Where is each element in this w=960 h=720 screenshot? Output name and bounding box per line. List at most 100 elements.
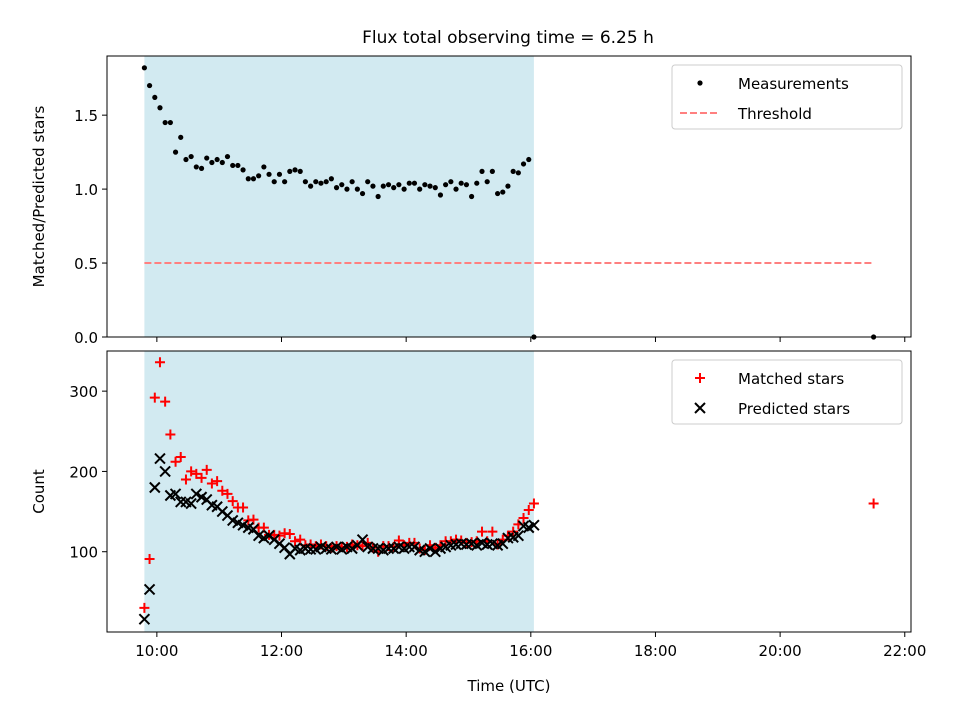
measurement-point [245,176,251,182]
legend-box [671,359,903,425]
x-tick-label: 20:00 [758,642,801,660]
measurement-point [178,134,184,140]
legend-marker-predicted [694,402,706,414]
x-axis-label: Time (UTC) [467,677,551,695]
measurement-point [339,182,345,188]
measurement-point [308,183,314,189]
top-panel: 0.0 0.5 1.0 1.5 Matched/Predicted stars Measu… [30,55,912,347]
x-tick-label: 18:00 [634,642,677,660]
x-tick-label: 14:00 [385,642,428,660]
matched-point [196,472,207,483]
measurement-point [520,161,527,167]
measurement-point [354,186,360,192]
measurement-point [240,167,246,173]
observing-span-shade [144,56,534,337]
measurement-point [437,192,444,198]
measurement-point [204,155,210,161]
measurement-point [271,179,277,185]
measurement-point [188,153,194,160]
predicted-point [382,542,395,555]
series-measurements [141,65,877,340]
measurement-point [500,189,506,195]
y-tick-label: 1.5 [74,107,98,125]
predicted-point [185,497,197,510]
measurement-point [443,182,449,188]
measurement-point [146,82,153,89]
matched-point [201,464,212,475]
measurement-point [183,156,189,163]
matched-point [238,502,249,513]
matched-point [222,488,233,499]
matched-point [186,466,197,477]
legend-box [671,64,903,130]
measurement-point [427,183,433,189]
measurement-point [411,180,418,186]
predicted-point [424,542,436,555]
measurement-point [526,156,532,163]
measurement-point [474,180,480,186]
matched-point [170,456,181,467]
measurement-point [302,179,308,185]
predicted-point [175,496,187,508]
predicted-point [143,583,156,596]
measurement-point [453,186,459,192]
predicted-point [346,542,358,555]
measurement-point [406,180,412,186]
observing-span-shade [144,351,534,632]
measurement-point [282,179,288,185]
predicted-point [528,519,540,531]
predicted-point [429,546,441,558]
predicted-point [190,488,203,500]
matched-point [284,529,295,540]
measurement-point [292,167,298,173]
matched-point [487,526,498,537]
axes-frame [106,350,912,633]
measurement-point [323,179,329,185]
matched-point [139,602,150,613]
measurement-point [349,179,355,185]
measurement-point [172,149,179,155]
measurement-point [479,168,485,174]
measurement-point [515,170,521,176]
predicted-point [159,465,171,478]
matched-point [477,526,488,537]
measurement-point [422,182,428,188]
matched-point [868,498,879,509]
measurement-point [469,193,475,200]
legend-label: Threshold [737,105,812,123]
y-tick-label: 0.0 [74,329,98,347]
measurement-point [297,168,303,174]
matched-point [290,536,301,547]
legend: Measurements Threshold [671,64,903,130]
measurement-point [256,173,262,179]
matched-point [227,496,238,507]
measurement-point [370,183,376,189]
measurement-point [162,119,168,126]
matched-point [154,357,165,368]
legend-marker-measurements [697,80,703,86]
measurement-point [250,176,257,182]
matched-point [165,429,176,440]
predicted-point [304,543,317,556]
measurement-point [417,186,423,192]
y-axis-label: Matched/Predicted stars [30,106,48,288]
measurement-point [198,165,205,171]
legend-marker-matched [695,373,705,383]
measurement-point [152,94,158,101]
y-tick-label: 0.5 [74,255,98,273]
matched-point [180,474,191,485]
measurement-point [365,179,371,185]
predicted-point [403,541,415,553]
predicted-point [419,546,431,558]
measurement-point [375,193,381,200]
measurement-point [141,65,147,71]
matched-point [528,498,539,509]
measurement-point [391,185,397,191]
predicted-point [169,488,182,500]
measurement-point [458,180,464,186]
y-tick-label: 300 [69,383,98,401]
measurement-point [328,176,334,182]
predicted-point [367,542,379,555]
matched-point [191,468,202,479]
measurement-point [505,183,511,189]
